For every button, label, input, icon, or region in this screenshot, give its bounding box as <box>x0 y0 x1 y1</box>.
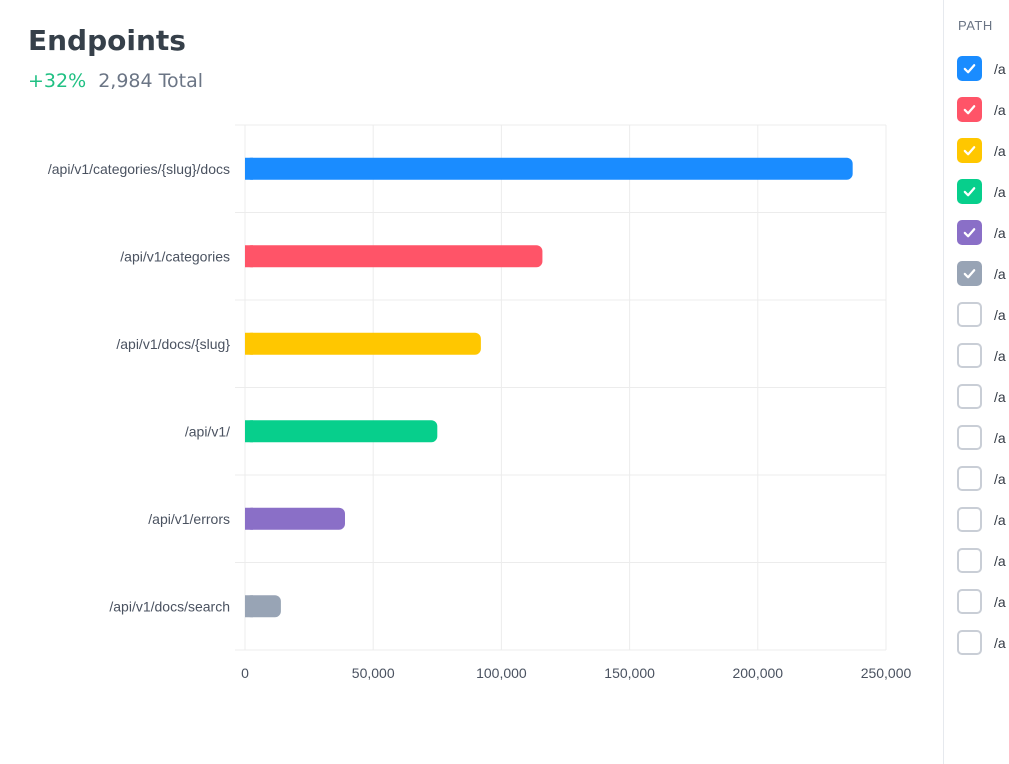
legend-list: /a/a/a/a/a/a/a/a/a/a/a/a/a/a/a <box>957 48 1006 663</box>
bar-base-4 <box>245 507 253 530</box>
legend-item[interactable]: /a <box>957 212 1006 253</box>
category-label-1: /api/v1/categories <box>120 248 230 264</box>
legend-label: /a <box>994 183 1006 200</box>
legend-label: /a <box>994 511 1006 528</box>
bar-base-0 <box>245 157 253 180</box>
growth-delta: +32% <box>28 70 87 92</box>
legend-checkbox[interactable] <box>957 220 982 245</box>
legend-item[interactable]: /a <box>957 335 1006 376</box>
legend-checkbox[interactable] <box>957 302 982 327</box>
path-legend-panel: PATH /a/a/a/a/a/a/a/a/a/a/a/a/a/a/a <box>943 0 1009 764</box>
legend-checkbox[interactable] <box>957 179 982 204</box>
legend-checkbox[interactable] <box>957 548 982 573</box>
legend-item[interactable]: /a <box>957 130 1006 171</box>
legend-item[interactable]: /a <box>957 253 1006 294</box>
legend-item[interactable]: /a <box>957 417 1006 458</box>
category-label-4: /api/v1/errors <box>148 511 230 527</box>
legend-item[interactable]: /a <box>957 458 1006 499</box>
bar-0 <box>245 157 853 180</box>
legend-header: PATH <box>958 18 993 33</box>
legend-checkbox[interactable] <box>957 589 982 614</box>
check-icon <box>963 105 976 115</box>
bar-base-5 <box>245 595 253 618</box>
legend-checkbox[interactable] <box>957 425 982 450</box>
legend-checkbox[interactable] <box>957 630 982 655</box>
x-tick-label-0: 0 <box>241 665 249 681</box>
bar-2 <box>245 332 481 355</box>
x-tick-label-3: 150,000 <box>604 665 655 681</box>
legend-label: /a <box>994 60 1006 77</box>
legend-checkbox[interactable] <box>957 97 982 122</box>
legend-item[interactable]: /a <box>957 171 1006 212</box>
legend-label: /a <box>994 388 1006 405</box>
legend-checkbox[interactable] <box>957 261 982 286</box>
legend-checkbox[interactable] <box>957 343 982 368</box>
page-title: Endpoints <box>28 24 186 57</box>
legend-label: /a <box>994 429 1006 446</box>
x-tick-label-2: 100,000 <box>476 665 527 681</box>
legend-label: /a <box>994 470 1006 487</box>
x-tick-label-5: 250,000 <box>861 665 912 681</box>
check-icon <box>963 64 976 74</box>
bar-base-2 <box>245 332 253 355</box>
legend-label: /a <box>994 306 1006 323</box>
x-tick-label-4: 200,000 <box>732 665 783 681</box>
category-label-2: /api/v1/docs/{slug} <box>116 336 230 352</box>
check-icon <box>963 228 976 238</box>
x-tick-label-1: 50,000 <box>352 665 395 681</box>
legend-label: /a <box>994 593 1006 610</box>
bar-base-1 <box>245 245 253 268</box>
legend-label: /a <box>994 224 1006 241</box>
legend-item[interactable]: /a <box>957 89 1006 130</box>
check-icon <box>963 269 976 279</box>
legend-checkbox[interactable] <box>957 384 982 409</box>
check-icon <box>963 187 976 197</box>
legend-label: /a <box>994 101 1006 118</box>
legend-label: /a <box>994 634 1006 651</box>
bar-5 <box>245 595 281 618</box>
check-icon <box>963 146 976 156</box>
legend-item[interactable]: /a <box>957 540 1006 581</box>
legend-item[interactable]: /a <box>957 499 1006 540</box>
legend-label: /a <box>994 265 1006 282</box>
legend-item[interactable]: /a <box>957 622 1006 663</box>
legend-checkbox[interactable] <box>957 466 982 491</box>
endpoints-bar-chart: /api/v1/categories/{slug}/docs/api/v1/ca… <box>48 124 912 681</box>
summary-stats: +32% 2,984 Total <box>28 70 203 92</box>
legend-item[interactable]: /a <box>957 48 1006 89</box>
category-label-0: /api/v1/categories/{slug}/docs <box>48 161 230 177</box>
legend-item[interactable]: /a <box>957 581 1006 622</box>
bar-4 <box>245 507 345 530</box>
legend-label: /a <box>994 552 1006 569</box>
total-count: 2,984 Total <box>98 70 204 92</box>
legend-label: /a <box>994 142 1006 159</box>
legend-item[interactable]: /a <box>957 376 1006 417</box>
category-label-3: /api/v1/ <box>185 423 230 439</box>
legend-checkbox[interactable] <box>957 56 982 81</box>
bar-3 <box>245 420 438 443</box>
legend-checkbox[interactable] <box>957 138 982 163</box>
category-label-5: /api/v1/docs/search <box>109 598 230 614</box>
bar-base-3 <box>245 420 253 443</box>
legend-label: /a <box>994 347 1006 364</box>
bar-1 <box>245 245 543 268</box>
legend-item[interactable]: /a <box>957 294 1006 335</box>
legend-checkbox[interactable] <box>957 507 982 532</box>
